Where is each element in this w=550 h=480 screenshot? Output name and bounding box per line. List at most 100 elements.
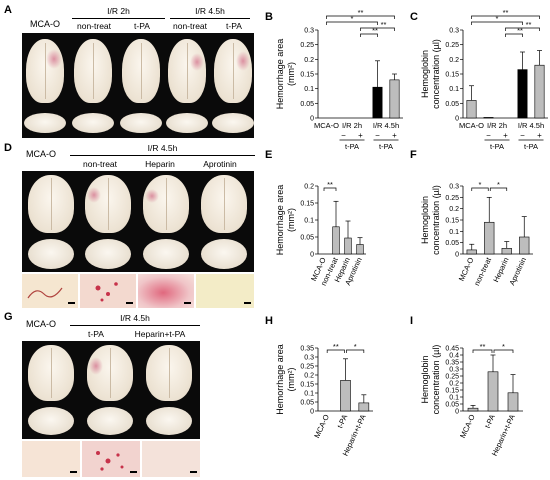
brain-section bbox=[87, 407, 133, 435]
significance-mark: * bbox=[497, 180, 500, 189]
bar-i-r-4-5h- bbox=[372, 86, 383, 119]
brain-image bbox=[74, 39, 112, 103]
panel-letter-i: I bbox=[410, 315, 413, 327]
brain-image bbox=[85, 175, 131, 233]
panel-a-mcao-label: MCA-O bbox=[30, 19, 60, 29]
significance-bracket bbox=[471, 15, 540, 19]
significance-bracket bbox=[326, 21, 378, 25]
y-tick-label: 0.35 bbox=[300, 346, 314, 353]
y-axis-label: concentration (µl) bbox=[431, 185, 441, 255]
significance-bracket bbox=[489, 187, 508, 191]
y-tick-label: 0.25 bbox=[445, 42, 459, 49]
y-tick-label: 0.45 bbox=[445, 346, 459, 353]
tpa-label: t-PA bbox=[524, 142, 538, 151]
y-tick-label: 0.2 bbox=[449, 206, 459, 213]
y-tick-label: 0.25 bbox=[445, 195, 459, 202]
panel-a-group-4h: I/R 4.5h bbox=[195, 6, 225, 16]
panel-g-underline bbox=[70, 325, 200, 326]
tpa-label: t-PA bbox=[379, 142, 393, 151]
y-tick-label: 0.2 bbox=[304, 184, 314, 191]
significance-mark: * bbox=[502, 342, 505, 351]
brain-section bbox=[72, 113, 114, 133]
y-tick-label: 0.15 bbox=[445, 218, 459, 225]
y-axis-label: Hemoglobin bbox=[420, 50, 430, 98]
y-tick-label: 0.25 bbox=[300, 42, 314, 49]
panel-d-brain-photos bbox=[22, 171, 254, 272]
brain-image bbox=[168, 39, 206, 103]
significance-mark: * bbox=[354, 342, 357, 351]
significance-mark: ** bbox=[372, 26, 378, 35]
y-tick-label: 0.05 bbox=[445, 101, 459, 108]
y-tick-label: 0.05 bbox=[445, 240, 459, 247]
significance-mark: ** bbox=[526, 20, 532, 29]
micrograph bbox=[80, 274, 136, 308]
significance-mark: * bbox=[351, 14, 354, 23]
bar-i-r-4-5h- bbox=[517, 69, 528, 119]
panel-a-brain-photos bbox=[22, 33, 254, 138]
bar-heparin bbox=[344, 237, 352, 255]
brain-section bbox=[212, 113, 254, 133]
y-axis-label: Hemoglobin bbox=[420, 355, 430, 403]
bar-t-pa bbox=[487, 371, 499, 412]
y-axis-label: Hemorrhage area bbox=[275, 344, 285, 415]
panel-d-col-2: Heparin bbox=[145, 159, 175, 169]
y-axis-label: Hemorrhage area bbox=[275, 39, 285, 110]
y-tick-label: 0.3 bbox=[449, 28, 459, 35]
brain-section bbox=[85, 239, 131, 269]
micrograph bbox=[22, 441, 80, 477]
tpa-label: t-PA bbox=[490, 142, 504, 151]
brain-image bbox=[26, 39, 64, 103]
y-tick-label: 0.2 bbox=[304, 373, 314, 380]
y-tick-label: 0 bbox=[310, 252, 314, 259]
x-tick-label: Heparin bbox=[491, 256, 510, 284]
y-tick-label: 0.15 bbox=[300, 201, 314, 208]
treatment-sign: + bbox=[503, 131, 508, 140]
bar-i-r-2h- bbox=[483, 117, 494, 119]
y-tick-label: 0.1 bbox=[449, 229, 459, 236]
significance-bracket bbox=[471, 187, 489, 191]
panel-letter-h: H bbox=[265, 315, 273, 327]
significance-bracket bbox=[326, 15, 395, 19]
y-tick-label: 0.3 bbox=[449, 367, 459, 374]
brain-section bbox=[28, 239, 74, 269]
panel-a-col-2: t-PA bbox=[134, 21, 150, 31]
significance-bracket bbox=[326, 349, 345, 353]
significance-bracket bbox=[323, 187, 337, 191]
x-tick-label: I/R 4.5h bbox=[518, 121, 544, 130]
y-tick-label: 0 bbox=[310, 116, 314, 123]
panel-a-underline-4h bbox=[170, 18, 250, 19]
brain-image bbox=[28, 345, 74, 401]
y-axis-label: concentration (µl) bbox=[431, 345, 441, 415]
brain-section bbox=[120, 113, 162, 133]
panel-d-letter: D bbox=[4, 142, 12, 154]
y-tick-label: 0.15 bbox=[445, 388, 459, 395]
micrograph bbox=[138, 274, 194, 308]
brain-section bbox=[28, 407, 74, 435]
y-tick-label: 0.3 bbox=[304, 28, 314, 35]
significance-bracket bbox=[360, 27, 395, 31]
panel-g-col-2: Heparin+t-PA bbox=[134, 329, 186, 339]
y-axis-label: (mm²) bbox=[286, 368, 296, 392]
bar-mca-o bbox=[467, 407, 479, 412]
panel-d-mcao-label: MCA-O bbox=[26, 149, 56, 159]
significance-bracket bbox=[505, 27, 540, 31]
panel-a-underline-2h bbox=[72, 18, 165, 19]
panel-letter-c: C bbox=[410, 11, 418, 23]
significance-mark: ** bbox=[503, 8, 509, 17]
bar-i-r-4-5h- bbox=[389, 79, 400, 119]
brain-section bbox=[201, 239, 247, 269]
panel-a-letter: A bbox=[4, 4, 12, 16]
micrograph bbox=[82, 441, 140, 477]
brain-section bbox=[166, 113, 208, 133]
significance-mark: ** bbox=[381, 20, 387, 29]
y-tick-label: 0.15 bbox=[445, 72, 459, 79]
significance-mark: ** bbox=[517, 26, 523, 35]
x-tick-label: I/R 2h bbox=[342, 121, 362, 130]
bar-heparin-t-pa bbox=[507, 392, 519, 412]
treatment-sign: + bbox=[537, 131, 542, 140]
bar-t-pa bbox=[340, 380, 351, 412]
x-tick-label: MCA-O bbox=[458, 413, 477, 440]
y-tick-label: 0.25 bbox=[300, 364, 314, 371]
panel-d-col-3: Aprotinin bbox=[203, 159, 237, 169]
